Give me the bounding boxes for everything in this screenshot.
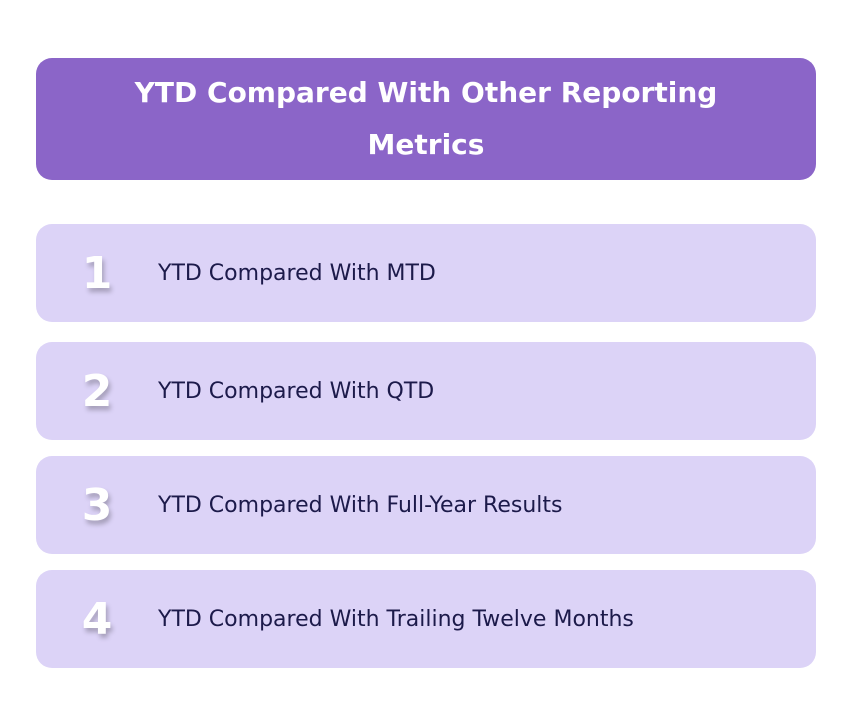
header: YTD Compared With Other Reporting Metric… — [36, 58, 816, 180]
list-item: 2 YTD Compared With QTD — [36, 342, 816, 440]
list-item: 1 YTD Compared With MTD — [36, 224, 816, 322]
item-number: 1 — [81, 247, 113, 299]
list-item: 3 YTD Compared With Full-Year Results — [36, 456, 816, 554]
item-label: YTD Compared With MTD — [158, 260, 436, 286]
title: YTD Compared With Other Reporting Metric… — [134, 76, 718, 161]
item-label: YTD Compared With Trailing Twelve Months — [158, 606, 634, 632]
item-number: 3 — [81, 479, 113, 531]
item-number: 4 — [81, 593, 113, 645]
item-label: YTD Compared With QTD — [158, 378, 435, 404]
item-label: YTD Compared With Full-Year Results — [158, 492, 563, 518]
item-number: 2 — [81, 365, 113, 417]
list-item: 4 YTD Compared With Trailing Twelve Month… — [36, 570, 816, 668]
